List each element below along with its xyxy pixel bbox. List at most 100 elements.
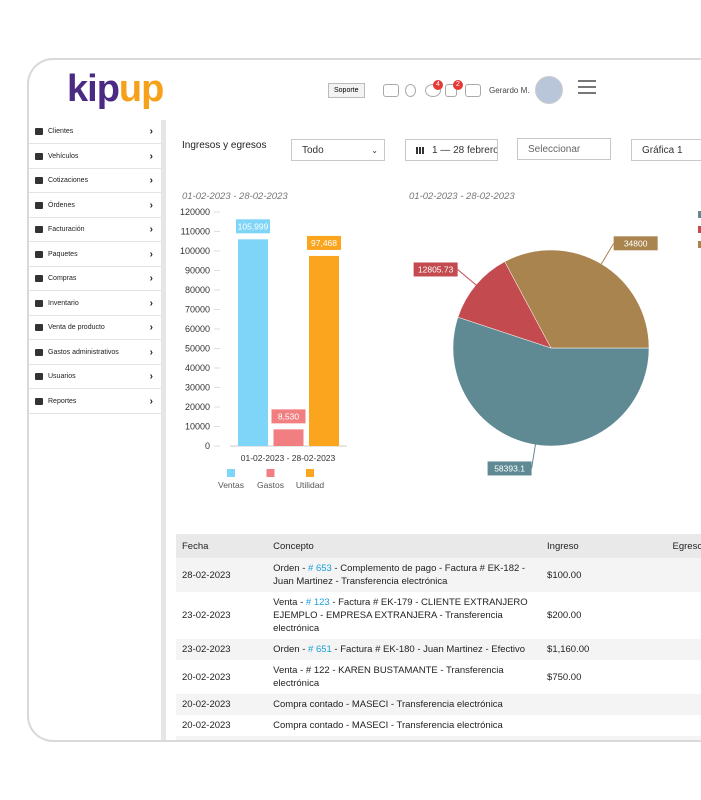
- logo-part: kip: [67, 68, 120, 110]
- date-cell: 23-02-2023: [176, 639, 268, 660]
- sidebar-label: Usuarios: [48, 373, 76, 380]
- income-cell: $100.00: [541, 558, 667, 592]
- expense-cell: [666, 639, 701, 660]
- mail-icon[interactable]: [465, 84, 481, 97]
- date-cell: 20-02-2023: [182, 720, 231, 731]
- sidebar-item[interactable]: Facturación ›: [29, 218, 161, 242]
- date-cell: 20-02-2023: [182, 671, 231, 683]
- sidebar-icon: [35, 152, 43, 160]
- expense-cell: [667, 715, 701, 736]
- order-link[interactable]: # 123: [305, 597, 330, 608]
- table-row: 28-02-2023 Orden - # 653 - Complemento de…: [176, 558, 701, 592]
- chevron: ›: [149, 297, 153, 309]
- table-row: 23-02-2023 Venta - # 123 - Factura # EK-1…: [176, 592, 701, 639]
- logo-part: up: [118, 68, 164, 110]
- chart-select[interactable]: Gráfica 1: [631, 139, 701, 161]
- sidebar-label: Gastos administrativos: [48, 348, 119, 356]
- search-input[interactable]: Seleccionar: [517, 138, 611, 160]
- menu-icon[interactable]: [578, 80, 596, 94]
- order-link[interactable]: # 649: [308, 741, 332, 742]
- expense-cell: [666, 694, 701, 715]
- table-row: 20-02-2023 Compra contado - MASECI - Tran…: [176, 694, 701, 715]
- sidebar-icon: [35, 250, 43, 258]
- concept-cell: Compra contado - MASECI - Transferencia …: [267, 694, 542, 715]
- date-cell: 23-02-2023: [182, 610, 231, 621]
- sidebar-icon: [35, 226, 43, 233]
- chevron: ›: [149, 199, 153, 211]
- order-link[interactable]: # 653: [308, 563, 332, 574]
- sidebar-icon: [35, 177, 43, 184]
- concept-cell: Orden - # 653 - Complemento de pago - Fa…: [267, 558, 542, 592]
- expense-cell: [667, 660, 701, 694]
- chevron: ›: [149, 248, 153, 260]
- date-range[interactable]: 1 — 28 febrero 2: [405, 139, 498, 161]
- support-button[interactable]: Soporte: [328, 83, 365, 98]
- avatar[interactable]: [535, 76, 563, 104]
- sidebar-item[interactable]: Vehículos ›: [29, 145, 161, 169]
- concept-text: - Factura # EK-180 - Juan Martinez - Efe…: [331, 644, 526, 655]
- sidebar-item[interactable]: Compras ›: [29, 267, 161, 291]
- concept-text: - Factura # EK-179 - CLIENTE EXTRANJERO …: [273, 597, 528, 634]
- chevron: ›: [149, 322, 153, 333]
- chevron: ›: [149, 126, 153, 137]
- badge: 4: [433, 80, 443, 90]
- concept-text: Orden -: [273, 741, 308, 742]
- calendar-icon: [416, 147, 425, 154]
- chevron: ›: [149, 346, 153, 358]
- concept-text: - KAREN BUSTAMANTE - Transferencia elect…: [273, 741, 506, 742]
- sidebar-item[interactable]: Cotizaciones ›: [29, 169, 161, 193]
- column-header: Ingreso: [541, 534, 667, 558]
- date-cell: 20-02-2023: [176, 694, 268, 715]
- filter-select[interactable]: Todo ⌄: [291, 139, 385, 161]
- income-cell: $200.00: [547, 610, 582, 621]
- sidebar-item[interactable]: Clientes ›: [29, 120, 161, 144]
- section-title: Ingresos y egresos: [182, 140, 267, 151]
- bell-icon[interactable]: [445, 84, 457, 97]
- sidebar-label: Reportes: [48, 397, 77, 405]
- sidebar-item[interactable]: Inventario ›: [29, 292, 161, 316]
- sidebar-item[interactable]: Órdenes ›: [29, 194, 161, 218]
- cash-icon[interactable]: [383, 84, 399, 97]
- sidebar-icon: [35, 128, 43, 135]
- sidebar-icon: [35, 275, 43, 282]
- income-cell: $1,160.00: [541, 639, 667, 660]
- sidebar-item[interactable]: Reportes ›: [29, 390, 161, 414]
- header: kipup Soporte 4 2 Gerardo M.: [29, 60, 701, 122]
- concept-cell: Orden - # 649 - KAREN BUSTAMANTE - Trans…: [267, 736, 542, 742]
- transactions-table: Fecha Concepto Ingreso Egreso 28-02-2023 Orde…: [176, 534, 701, 742]
- order-link[interactable]: # 651: [308, 644, 332, 655]
- income-cell: $750.00: [547, 671, 582, 683]
- sidebar-label: Clientes: [48, 128, 74, 135]
- date-text: 1 — 28 febrero 2: [432, 145, 498, 156]
- timer-icon[interactable]: [405, 84, 416, 97]
- badge: 2: [453, 80, 463, 90]
- sidebar-label: Órdenes: [48, 201, 75, 209]
- concept-cell: Venta - # 122 - KAREN BUSTAMANTE - Trans…: [273, 665, 504, 689]
- income-cell: [541, 715, 666, 736]
- sidebar-label: Paquetes: [48, 250, 78, 258]
- sidebar-item[interactable]: Gastos administrativos ›: [29, 341, 161, 365]
- sidebar-item[interactable]: Venta de producto ›: [29, 316, 161, 340]
- sidebar-label: Vehículos: [48, 152, 79, 160]
- concept-text: - Complemento de pago - Factura # EK-182…: [273, 563, 526, 587]
- caret: ⌄: [371, 146, 378, 155]
- sidebar-item[interactable]: Paquetes ›: [29, 243, 161, 267]
- user-name[interactable]: Gerardo M.: [489, 86, 530, 95]
- app-window: kipup Soporte 4 2 Gerardo M. Clientes › Ve…: [27, 58, 701, 742]
- sidebar-icon: [35, 324, 43, 331]
- sidebar-label: Cotizaciones: [48, 177, 89, 184]
- sidebar-item[interactable]: Usuarios ›: [29, 365, 161, 389]
- sidebar-icon: [35, 201, 43, 209]
- concept-cell: Compra contado - MASECI - Transferencia …: [273, 720, 503, 731]
- chevron: ›: [149, 273, 153, 284]
- concept-text: Orden -: [273, 563, 309, 574]
- chevron: ›: [149, 395, 153, 407]
- date-cell: 20-02-2023: [176, 736, 268, 740]
- logo[interactable]: kipup: [67, 68, 164, 111]
- table-row: 20-02-2023 Venta - # 122 - KAREN BUSTAMAN…: [176, 660, 701, 694]
- income-cell: [541, 694, 667, 715]
- concept-cell: Orden - # 651 - Factura # EK-180 - Juan …: [267, 639, 542, 660]
- chevron: ›: [149, 175, 153, 186]
